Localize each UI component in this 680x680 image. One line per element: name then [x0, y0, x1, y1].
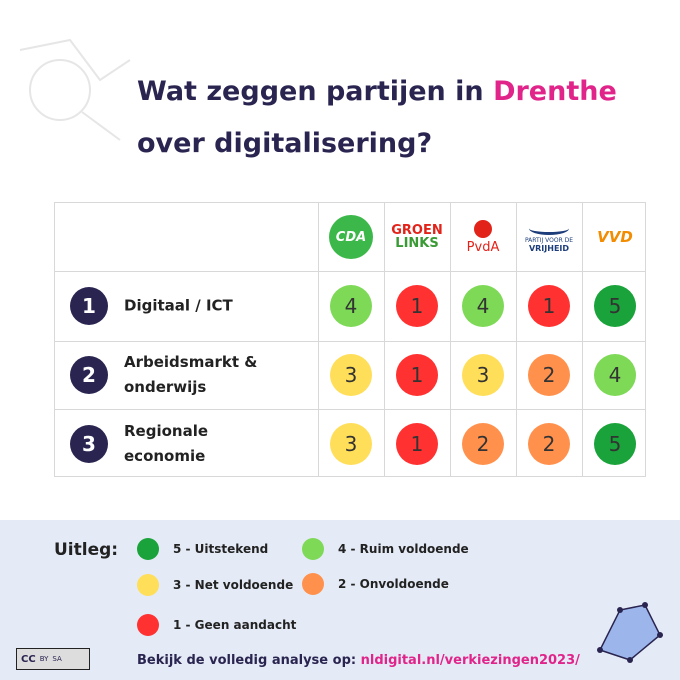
logo-text: PARTIJ VOOR DE: [524, 236, 574, 244]
score: 2: [528, 422, 570, 465]
score: 1: [396, 422, 438, 465]
logo-text: VVD: [597, 228, 633, 246]
grid-line: [384, 203, 385, 476]
score: 1: [396, 354, 438, 396]
logo-text: VRIJHEID: [528, 243, 570, 253]
party-logo: CDA: [318, 203, 384, 271]
footer: Bekijk de volledig analyse op: nldigital…: [137, 653, 580, 668]
legend-label: 1 - Geen aandacht: [173, 618, 297, 632]
title-highlight: Drenthe: [493, 76, 617, 107]
party-logo: PvdA: [450, 203, 516, 271]
grid-line: [55, 409, 645, 410]
legend-label: 4 - Ruim voldoende: [338, 542, 469, 556]
footer-link[interactable]: nldigital.nl/verkiezingen2023/: [360, 653, 580, 668]
score: 3: [462, 354, 504, 396]
row-number: 3: [70, 424, 108, 463]
grid-line: [450, 203, 451, 476]
legend-dot: [302, 538, 324, 560]
row-number: 1: [70, 287, 108, 325]
score: 1: [528, 285, 570, 327]
row-label: Digitaal / ICT: [124, 296, 233, 315]
grid-line: [318, 203, 319, 476]
row-label: Arbeidsmarkt & onderwijs: [124, 353, 258, 396]
party-logo: GROEN LINKS: [384, 203, 450, 271]
title: over digitalisering?: [137, 128, 433, 159]
logo-text: GROEN: [391, 223, 443, 238]
legend-label: 2 - Onvoldoende: [338, 577, 449, 591]
grid-line: [55, 271, 645, 272]
score: 4: [462, 285, 504, 327]
score: 3: [330, 354, 372, 396]
logo-icon: [474, 219, 492, 238]
legend-dot: [137, 574, 159, 596]
score: 4: [594, 354, 636, 396]
grid-line: [55, 341, 645, 342]
license-badge: CC BY SA: [16, 648, 90, 670]
score: 1: [396, 285, 438, 327]
legend-label: 3 - Net voldoende: [173, 578, 294, 592]
row-number: 2: [70, 356, 108, 394]
title: Wat zeggen partijen in Drenthe: [137, 76, 617, 107]
license-label: BY: [39, 655, 49, 663]
score: 2: [528, 354, 570, 396]
score: 4: [330, 285, 372, 327]
table: CDA GROEN LINKS PvdA PARTIJ VOOR DE VRIJHEID V…: [54, 202, 646, 477]
score: 5: [594, 285, 636, 327]
score: 5: [594, 422, 636, 465]
decoration: [597, 602, 663, 663]
party-logo: PARTIJ VOOR DE VRIJHEID: [516, 203, 582, 271]
decoration: [19, 38, 131, 141]
grid-line: [582, 203, 583, 476]
logo-text: CDA: [335, 229, 367, 245]
legend-label: 5 - Uitstekend: [173, 542, 269, 556]
logo-icon: [529, 222, 569, 235]
legend-dot: [302, 573, 324, 595]
score: 3: [330, 422, 372, 465]
logo-text: LINKS: [395, 236, 439, 251]
legend-title: Uitleg:: [54, 540, 119, 560]
grid-line: [516, 203, 517, 476]
logo-badge: CDA: [329, 215, 373, 259]
row-label: Regionale economie: [124, 421, 209, 465]
score: 2: [462, 422, 504, 465]
license-label: SA: [52, 655, 62, 663]
legend-dot: [137, 538, 159, 560]
party-logo: VVD: [582, 203, 648, 271]
legend-panel: [0, 520, 680, 680]
logo-text: PvdA: [466, 239, 500, 255]
legend-dot: [137, 614, 159, 636]
